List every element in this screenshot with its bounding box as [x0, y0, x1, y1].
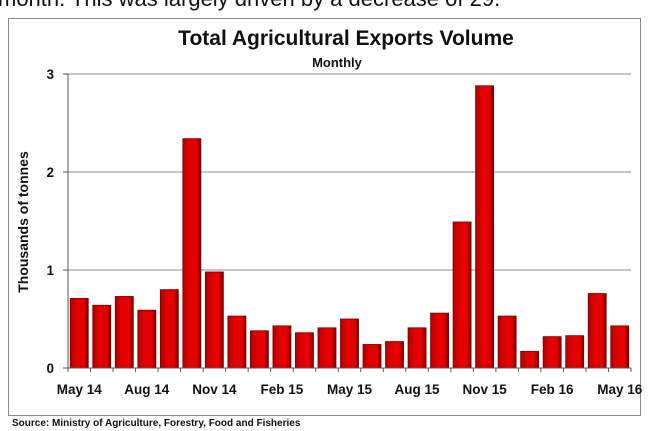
x-tick-label: Nov 14 — [192, 382, 237, 397]
x-tick-labels: May 14 Aug 14 Nov 14 Feb 15 May 15 Aug 15 Nov … — [57, 382, 643, 397]
x-tick-label: Aug 15 — [395, 382, 441, 397]
bar: Feb 16: 0.32 — [542, 336, 562, 369]
bar: Jun 15: 0.24 — [362, 344, 382, 369]
bar: May 15: 0.5 — [340, 318, 359, 369]
bars: May 14: 0.71Jun 14: 0.64Jul 14: 0.73Aug … — [69, 85, 630, 369]
y-tick-labels: 0 1 2 3 — [46, 67, 54, 376]
bar: Nov 14: 0.98 — [204, 271, 224, 369]
bar: Nov 15: 2.88 — [475, 85, 495, 369]
bar: Jan 15: 0.38 — [250, 330, 269, 369]
bar: Jul 14: 0.73 — [114, 296, 134, 369]
bar: Apr 16: 0.76 — [587, 293, 607, 369]
bar: Jul 15: 0.27 — [385, 341, 404, 369]
x-tick-label: Feb 16 — [531, 382, 574, 397]
bar: Oct 15: 1.49 — [452, 221, 472, 369]
bar: Aug 14: 0.59 — [137, 309, 157, 369]
x-tick-label: May 16 — [597, 382, 643, 397]
bar: Sep 15: 0.56 — [430, 312, 449, 369]
gridlines — [68, 73, 631, 271]
x-tick-label: Nov 15 — [462, 382, 507, 397]
bar: Feb 15: 0.43 — [272, 325, 292, 369]
y-tick-label: 3 — [46, 67, 54, 82]
x-tick-label: Feb 15 — [261, 382, 304, 397]
y-axis-label: Thousands of tonnes — [15, 151, 31, 293]
bar: May 16: 0.43 — [610, 325, 630, 369]
x-tick-label: May 14 — [57, 382, 103, 397]
chart-title: Total Agricultural Exports Volume — [178, 27, 514, 50]
cropped-body-text: month. This was largely driven by a decr… — [0, 0, 649, 12]
bar: Sep 14: 0.8 — [159, 289, 179, 369]
bar: Jun 14: 0.64 — [92, 304, 112, 369]
y-tick-label: 0 — [46, 361, 54, 376]
bar: Oct 14: 2.34 — [182, 138, 202, 369]
axes — [63, 73, 632, 372]
x-tick-label: Aug 14 — [124, 382, 170, 397]
bar: Mar 15: 0.36 — [295, 332, 314, 369]
bar: Mar 16: 0.33 — [565, 335, 585, 369]
x-tick-label: May 15 — [327, 382, 373, 397]
bar: Dec 14: 0.53 — [227, 315, 247, 369]
source-note: Source: Ministry of Agriculture, Forestr… — [12, 418, 301, 429]
y-tick-label: 2 — [46, 165, 54, 180]
chart-subtitle: Monthly — [312, 55, 363, 70]
bar: Dec 15: 0.53 — [497, 315, 517, 369]
bar: Aug 15: 0.41 — [407, 327, 427, 369]
bar: Apr 15: 0.41 — [317, 327, 337, 369]
bar: Jan 16: 0.17 — [520, 350, 540, 369]
bar: May 14: 0.71 — [69, 298, 89, 369]
y-tick-label: 1 — [46, 263, 54, 278]
